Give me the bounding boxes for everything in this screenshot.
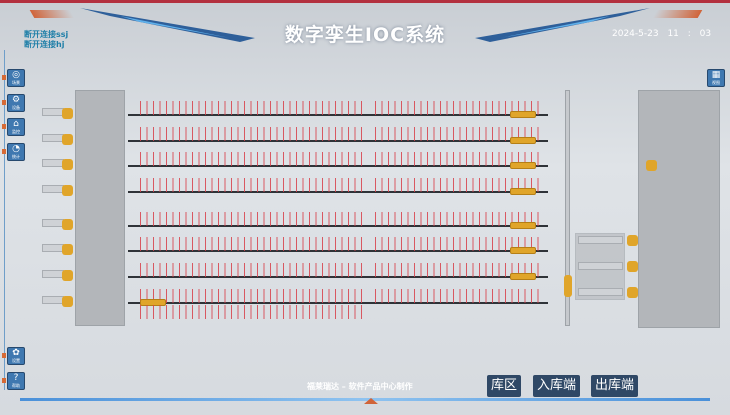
- indicator-dot: [2, 378, 6, 383]
- conveyor-carrier: [62, 159, 73, 170]
- datetime: 2024-5-23 11 : 03: [612, 29, 712, 39]
- rack-row: [140, 289, 365, 303]
- help-icon: ?: [13, 373, 19, 383]
- conveyor-cell: [42, 296, 64, 304]
- pie-chart-icon: ◔: [12, 144, 20, 154]
- conveyor-cell: [42, 270, 64, 278]
- robot-arm-icon: ⚙: [11, 95, 21, 105]
- rack-row: [375, 127, 540, 141]
- track-rail: [128, 250, 548, 252]
- right-storage-block: [638, 90, 720, 328]
- bottom-triangle-icon: [364, 398, 378, 404]
- top-border: [0, 0, 730, 3]
- toolbar-button-scene[interactable]: ◎ 场景: [7, 69, 25, 87]
- outbound-carrier: [627, 261, 638, 272]
- vertical-lift-rail: [565, 90, 570, 326]
- rack-row: [140, 212, 365, 226]
- conveyor-carrier: [62, 270, 73, 281]
- track-rail: [128, 302, 548, 304]
- left-wing-decoration: [80, 8, 255, 42]
- track-rail: [128, 276, 548, 278]
- outbound-conveyor-cell: [578, 262, 623, 270]
- outbound-carrier: [627, 235, 638, 246]
- outbound-conveyor-cell: [578, 288, 623, 296]
- nav-button-outbound[interactable]: 出库端: [591, 375, 639, 397]
- indicator-dot: [2, 149, 6, 154]
- conveyor-cell: [42, 108, 64, 116]
- toolbar-button-robot-arm[interactable]: ⚙ 设备: [7, 94, 25, 112]
- toolbar-button-view[interactable]: ▦ 视图: [707, 69, 725, 87]
- connection-status-hj: 断开连接hj: [24, 40, 65, 49]
- track-rail: [128, 225, 548, 227]
- scene-icon: ◎: [12, 70, 20, 80]
- nav-button-storage-area[interactable]: 库区: [487, 375, 522, 397]
- toolbar-button-pie-chart[interactable]: ◔ 统计: [7, 143, 25, 161]
- shuttle-vehicle: [510, 162, 536, 169]
- rack-row: [140, 178, 365, 192]
- track-rail: [128, 140, 548, 142]
- building-icon: ▦: [711, 70, 721, 80]
- lift-carriage: [564, 275, 572, 297]
- right-wing-decoration: [475, 8, 650, 42]
- conveyor-cell: [42, 134, 64, 142]
- rack-row: [375, 263, 540, 277]
- track-rail: [128, 191, 548, 193]
- rack-row: [375, 212, 540, 226]
- outbound-conveyor-cell: [578, 236, 623, 244]
- left-storage-block: [75, 90, 125, 326]
- rack-row: [375, 101, 540, 115]
- gear-icon: ✿: [12, 348, 20, 358]
- rack-row: [375, 237, 540, 251]
- rack-row: [140, 263, 365, 277]
- track-rail: [128, 114, 548, 116]
- rack-row: [140, 152, 365, 166]
- page-title: 数字孪生IOC系统: [284, 24, 446, 46]
- shuttle-vehicle: [510, 137, 536, 144]
- conveyor-cell: [42, 185, 64, 193]
- rack-row: [375, 178, 540, 192]
- indicator-dot: [2, 124, 6, 129]
- right-accent-decoration: [652, 10, 703, 18]
- footer-credit: 福莱瑞达 – 软件产品中心制作: [307, 382, 413, 391]
- shuttle-vehicle: [510, 188, 536, 195]
- left-side-line: [4, 50, 5, 390]
- conveyor-carrier: [62, 108, 73, 119]
- shuttle-vehicle: [510, 247, 536, 254]
- conveyor-cell: [42, 219, 64, 227]
- shuttle-vehicle: [510, 273, 536, 280]
- indicator-dot: [2, 100, 6, 105]
- toolbar-button-help[interactable]: ? 帮助: [7, 372, 25, 390]
- rack-row: [140, 305, 365, 319]
- conveyor-carrier: [62, 219, 73, 230]
- conveyor-carrier: [62, 185, 73, 196]
- indicator-dot: [2, 75, 6, 80]
- rack-row: [375, 289, 540, 303]
- rack-row: [140, 127, 365, 141]
- right-block-carrier: [646, 160, 657, 171]
- rack-row: [140, 237, 365, 251]
- indicator-dot: [2, 353, 6, 358]
- outbound-carrier: [627, 287, 638, 298]
- shuttle-vehicle: [510, 222, 536, 229]
- left-accent-decoration: [29, 10, 75, 18]
- track-rail: [128, 165, 548, 167]
- rack-row: [375, 152, 540, 166]
- shuttle-vehicle: [510, 111, 536, 118]
- connection-status-ssj: 断开连接ssj: [24, 30, 69, 39]
- toolbar-button-gear[interactable]: ✿ 设置: [7, 347, 25, 365]
- conveyor-carrier: [62, 296, 73, 307]
- house-icon: ⌂: [13, 119, 19, 129]
- conveyor-carrier: [62, 134, 73, 145]
- conveyor-cell: [42, 244, 64, 252]
- rack-row: [140, 101, 365, 115]
- conveyor-carrier: [62, 244, 73, 255]
- nav-button-inbound[interactable]: 入库端: [533, 375, 581, 397]
- toolbar-button-house[interactable]: ⌂ 监控: [7, 118, 25, 136]
- conveyor-cell: [42, 159, 64, 167]
